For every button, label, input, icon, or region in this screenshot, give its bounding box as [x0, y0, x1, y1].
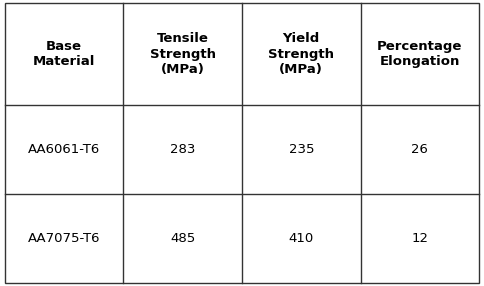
Text: 410: 410 — [288, 232, 314, 245]
Text: 26: 26 — [411, 143, 428, 156]
Text: 12: 12 — [411, 232, 428, 245]
Text: 485: 485 — [170, 232, 196, 245]
Text: AA7075-T6: AA7075-T6 — [28, 232, 100, 245]
Text: Yield
Strength
(MPa): Yield Strength (MPa) — [268, 32, 334, 76]
Text: 283: 283 — [170, 143, 196, 156]
Text: AA6061-T6: AA6061-T6 — [28, 143, 100, 156]
Text: 235: 235 — [288, 143, 314, 156]
Text: Percentage
Elongation: Percentage Elongation — [377, 40, 463, 68]
Text: Tensile
Strength
(MPa): Tensile Strength (MPa) — [150, 32, 216, 76]
Text: Base
Material: Base Material — [33, 40, 95, 68]
